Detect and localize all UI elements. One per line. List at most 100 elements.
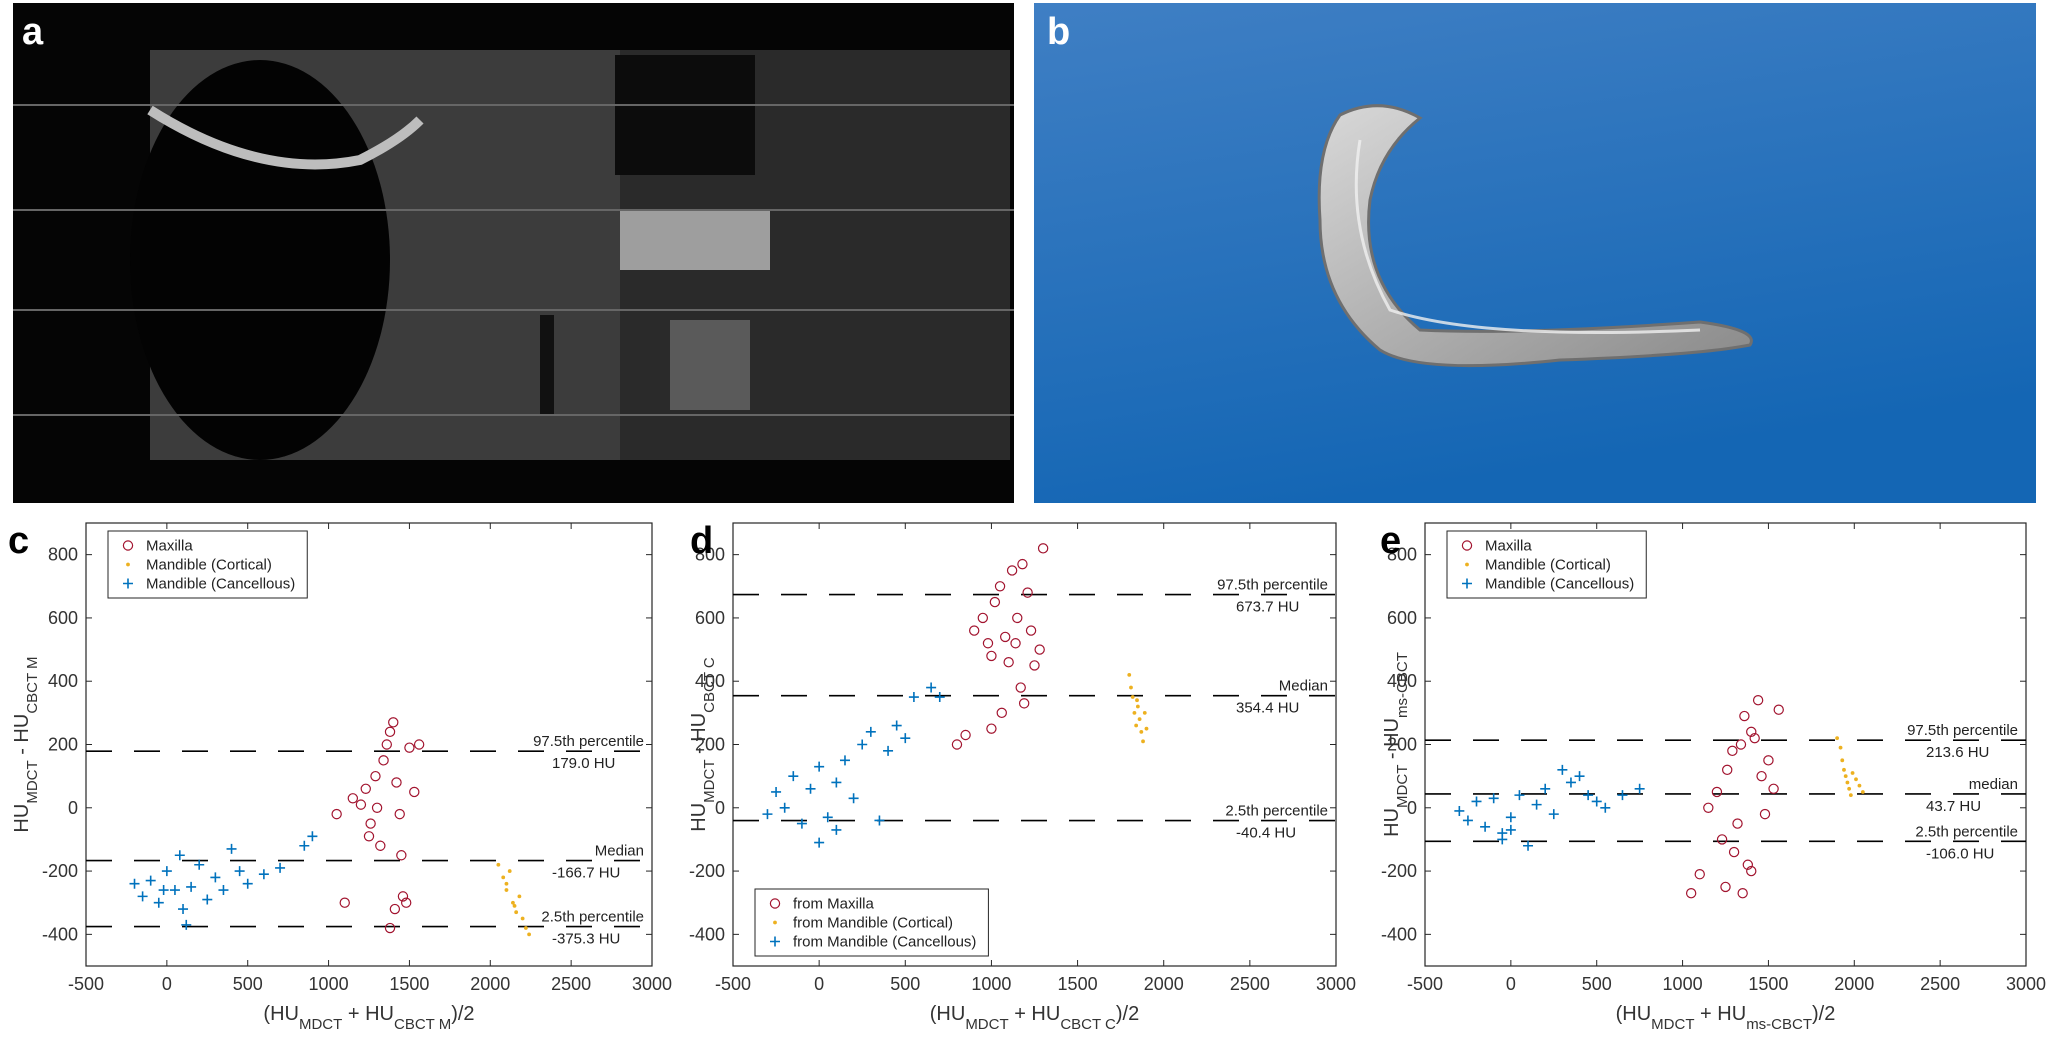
data-point: [523, 926, 528, 930]
data-point: [1857, 783, 1862, 788]
data-point: [1759, 808, 1771, 820]
y-tick-label: 800: [1387, 545, 1417, 565]
x-axis-label-part: MDCT: [965, 1016, 1008, 1033]
data-point: [355, 799, 367, 810]
data-point: [210, 872, 221, 883]
chart: -500 0 500 1000 1500 2000 2500 3000 -400 -200 0 200…: [8, 520, 672, 1033]
data-point: [982, 638, 994, 649]
y-tick-label: 200: [48, 735, 78, 755]
data-point: [307, 831, 318, 842]
data-point: [1756, 770, 1767, 782]
data-point: [805, 783, 816, 794]
data-point: [504, 881, 509, 886]
x-tick-label: 3000: [2006, 974, 2046, 994]
data-point: [409, 786, 420, 798]
data-point: [1127, 672, 1132, 677]
x-tick-label: 1500: [1058, 974, 1098, 994]
data-point: [331, 808, 342, 820]
data-point: [1752, 695, 1764, 706]
data-point: [1144, 726, 1149, 731]
data-point: [404, 742, 415, 753]
data-point: [1845, 780, 1850, 785]
legend-label: Mandible (Cancellous): [146, 576, 295, 593]
data-point: [1583, 790, 1594, 801]
data-point: [169, 885, 180, 896]
legend: Maxilla Mandible (Cortical) Mandible (Canc…: [1446, 530, 1647, 599]
x-axis-label-part: + HU: [1009, 1003, 1061, 1025]
data-point: [512, 903, 517, 908]
x-tick-label: 2000: [1144, 974, 1184, 994]
data-point: [986, 650, 997, 662]
reference-value-label: -375.3 HU: [552, 931, 620, 948]
data-point: [258, 869, 269, 880]
data-point: [234, 866, 245, 877]
data-point: [1685, 888, 1697, 899]
data-point: [1850, 771, 1855, 775]
data-point: [788, 771, 799, 782]
data-point: [969, 625, 980, 636]
reference-value-label: -166.7 HU: [552, 865, 620, 882]
y-tick-label: 200: [1387, 735, 1417, 755]
y-tick-label: 0: [1407, 798, 1417, 818]
data-point: [1840, 758, 1845, 763]
data-point: [1742, 859, 1754, 870]
x-tick-label: 2500: [1230, 974, 1270, 994]
data-point: [771, 786, 782, 797]
x-tick-label: 3000: [632, 974, 672, 994]
data-point: [1842, 767, 1846, 772]
y-axis-label-part: - HU: [1381, 718, 1403, 765]
legend-marker: [123, 578, 133, 589]
data-point: [1505, 812, 1516, 823]
data-point: [1134, 723, 1139, 728]
y-axis-label-part: HU: [11, 804, 33, 833]
panel-label: d: [690, 520, 713, 562]
x-axis-label: (HUMDCT + HUCBCT C)/2: [930, 1003, 1139, 1033]
y-axis-label: HUMDCT - HUCBCT C: [688, 657, 718, 832]
data-point: [934, 692, 945, 703]
reference-value-label: 43.7 HU: [1926, 798, 1981, 815]
data-point: [1132, 710, 1137, 715]
data-point: [1505, 824, 1516, 835]
x-tick-label: 500: [1582, 974, 1612, 994]
y-tick-label: -400: [42, 924, 78, 944]
data-point: [994, 581, 1006, 592]
data-point: [363, 831, 375, 842]
data-point: [1703, 802, 1714, 813]
data-point: [1722, 764, 1733, 776]
y-tick-label: 0: [68, 798, 78, 818]
data-point: [375, 840, 386, 851]
x-axis-label-part: ms-CBCT: [1746, 1016, 1812, 1033]
y-axis-label-part: HU: [1381, 808, 1403, 837]
legend-label: Maxilla: [1485, 538, 1532, 555]
y-axis-label-part: - HU: [11, 714, 33, 761]
data-point: [1768, 783, 1779, 795]
data-point: [1746, 726, 1757, 738]
panel-label: e: [1380, 520, 1401, 562]
data-point: [1480, 821, 1491, 832]
legend-label: Mandible (Cortical): [146, 557, 272, 574]
data-point: [129, 878, 140, 889]
legend-label: from Mandible (Cortical): [793, 915, 953, 932]
legend-box: [754, 888, 989, 957]
data-point: [1737, 888, 1748, 899]
data-point: [1497, 834, 1508, 845]
reference-label: 97.5th percentile: [1907, 722, 2018, 739]
data-point: [900, 733, 911, 744]
data-point: [178, 904, 189, 915]
reference-label: 97.5th percentile: [1217, 577, 1328, 594]
data-point: [926, 682, 937, 693]
data-point: [1137, 717, 1142, 722]
data-point: [986, 723, 997, 734]
legend-marker: [773, 920, 777, 925]
data-point: [400, 897, 412, 908]
data-point: [520, 916, 525, 921]
data-point: [1591, 796, 1602, 807]
data-point: [371, 802, 383, 813]
y-tick-label: 600: [695, 608, 725, 628]
y-tick-label: 800: [48, 545, 78, 565]
data-point: [1557, 764, 1568, 775]
data-point: [762, 809, 773, 820]
x-axis-label-part: (HU: [263, 1003, 299, 1025]
data-point: [1034, 644, 1045, 655]
